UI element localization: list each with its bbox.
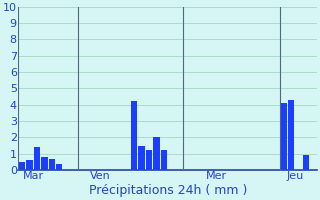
Bar — [26, 160, 33, 170]
Bar — [303, 155, 309, 170]
Bar — [56, 164, 62, 170]
X-axis label: Précipitations 24h ( mm ): Précipitations 24h ( mm ) — [89, 184, 247, 197]
Bar — [131, 101, 137, 170]
Bar — [49, 159, 55, 170]
Bar — [146, 150, 152, 170]
Bar — [138, 146, 145, 170]
Bar — [280, 103, 287, 170]
Bar — [19, 162, 25, 170]
Bar — [34, 147, 40, 170]
Bar — [161, 150, 167, 170]
Bar — [288, 100, 294, 170]
Bar — [153, 137, 160, 170]
Bar — [41, 157, 47, 170]
